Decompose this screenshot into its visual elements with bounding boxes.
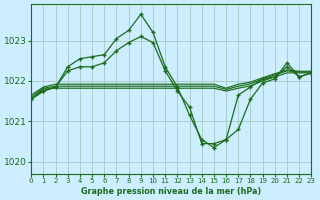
X-axis label: Graphe pression niveau de la mer (hPa): Graphe pression niveau de la mer (hPa) bbox=[81, 187, 261, 196]
